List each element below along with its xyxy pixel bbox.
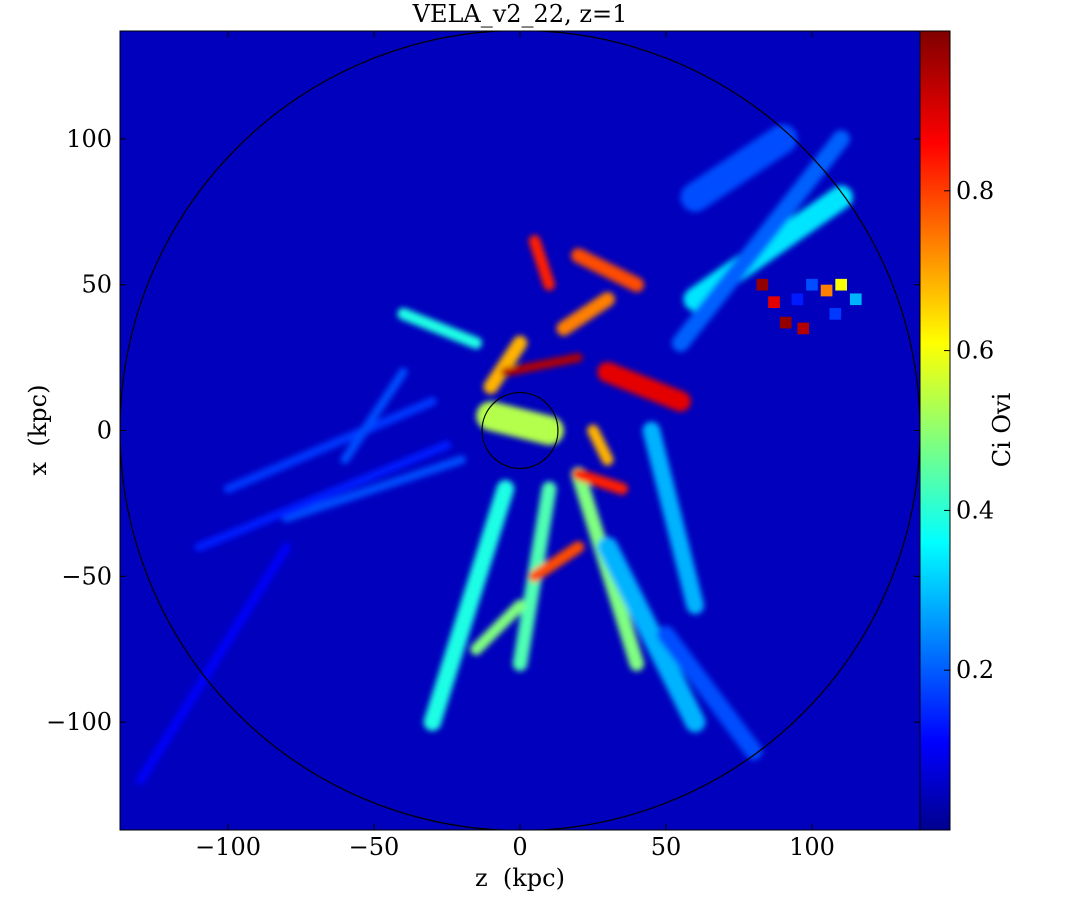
heatmap-filament xyxy=(423,480,515,731)
x-tick-label: −100 xyxy=(195,833,261,861)
heatmap-filament xyxy=(470,599,526,656)
heatmap-filament xyxy=(642,421,704,615)
x-axis-ticks: −100 −50 0 50 100 xyxy=(195,31,835,861)
x-axis-label: z (kpc) xyxy=(475,864,565,892)
colorbar-tick-label: 0.4 xyxy=(956,496,994,524)
heatmap-filament xyxy=(194,440,452,552)
x-tick-label: −50 xyxy=(349,833,400,861)
heatmap-patch xyxy=(779,316,792,329)
x-tick-label: 100 xyxy=(789,833,835,861)
y-tick-label: −50 xyxy=(61,562,112,590)
heatmap-filament xyxy=(597,361,691,412)
colorbar-tick-label: 0.6 xyxy=(956,337,994,365)
heatmap-filament xyxy=(501,353,583,377)
y-tick-label: 50 xyxy=(81,271,112,299)
heatmap-patch xyxy=(768,296,780,309)
heatmap-patch xyxy=(835,278,848,291)
heatmap-filament xyxy=(597,536,706,733)
colorbar-tick-label: 0.2 xyxy=(956,656,994,684)
y-tick-label: −100 xyxy=(46,708,112,736)
heatmap-filament xyxy=(528,235,556,291)
heatmap-patch xyxy=(820,284,833,297)
heatmap-patch xyxy=(849,293,862,306)
heatmap-filament xyxy=(572,468,629,495)
x-tick-label: 0 xyxy=(512,833,527,861)
y-tick-label: 0 xyxy=(97,417,112,445)
colorbar xyxy=(919,30,951,831)
colorbar-label: Ci Ovi xyxy=(988,392,1016,467)
colorbar-ticks: 0.2 0.4 0.6 0.8 xyxy=(944,177,994,684)
heatmap-patches xyxy=(756,278,862,335)
heatmap-filament xyxy=(571,248,645,292)
heatmap-filament xyxy=(136,542,291,785)
x-tick-label: 50 xyxy=(651,833,682,861)
overlay-circle xyxy=(481,391,559,470)
y-axis-ticks: 100 50 0 −50 −100 xyxy=(46,125,920,736)
heatmap-filament xyxy=(556,291,615,336)
heatmap-filament xyxy=(397,308,483,349)
heatmap-patch xyxy=(791,293,804,306)
overlay-circles xyxy=(120,31,920,830)
heatmap-filament xyxy=(476,401,564,446)
heatmap-filament xyxy=(657,625,763,761)
chart-title: VELA_v2_22, z=1 xyxy=(412,0,628,28)
colorbar-tick-label: 0.8 xyxy=(956,177,994,205)
heatmap-filament xyxy=(483,335,528,395)
y-tick-label: 100 xyxy=(66,125,112,153)
heatmap-patch xyxy=(797,322,810,335)
heatmap-filament xyxy=(223,396,437,494)
heatmap-patch xyxy=(806,278,818,291)
heatmap-area xyxy=(120,31,920,830)
y-axis-label: x (kpc) xyxy=(24,385,52,476)
heatmap-filament xyxy=(680,124,798,212)
heatmap-patch xyxy=(756,278,769,291)
heatmap-features xyxy=(136,124,853,785)
heatmap-filament xyxy=(528,541,585,583)
heatmap-filament xyxy=(340,367,408,465)
heatmap-patch xyxy=(829,308,842,320)
heatmap-filament xyxy=(587,424,614,466)
heatmap-filament xyxy=(282,455,466,523)
heatmap-filament xyxy=(671,130,850,352)
